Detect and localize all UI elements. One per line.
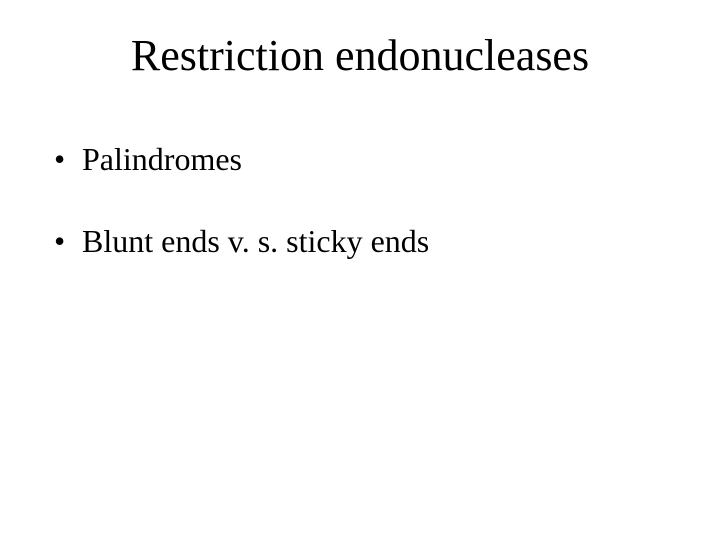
bullet-text: Blunt ends v. s. sticky ends xyxy=(82,222,666,260)
slide-title: Restriction endonucleases xyxy=(0,30,720,81)
list-item: • Palindromes xyxy=(54,140,666,178)
bullet-text: Palindromes xyxy=(82,140,666,178)
bullet-icon: • xyxy=(54,140,82,178)
slide-body: • Palindromes • Blunt ends v. s. sticky … xyxy=(54,140,666,305)
bullet-icon: • xyxy=(54,222,82,260)
slide: Restriction endonucleases • Palindromes … xyxy=(0,0,720,540)
list-item: • Blunt ends v. s. sticky ends xyxy=(54,222,666,260)
